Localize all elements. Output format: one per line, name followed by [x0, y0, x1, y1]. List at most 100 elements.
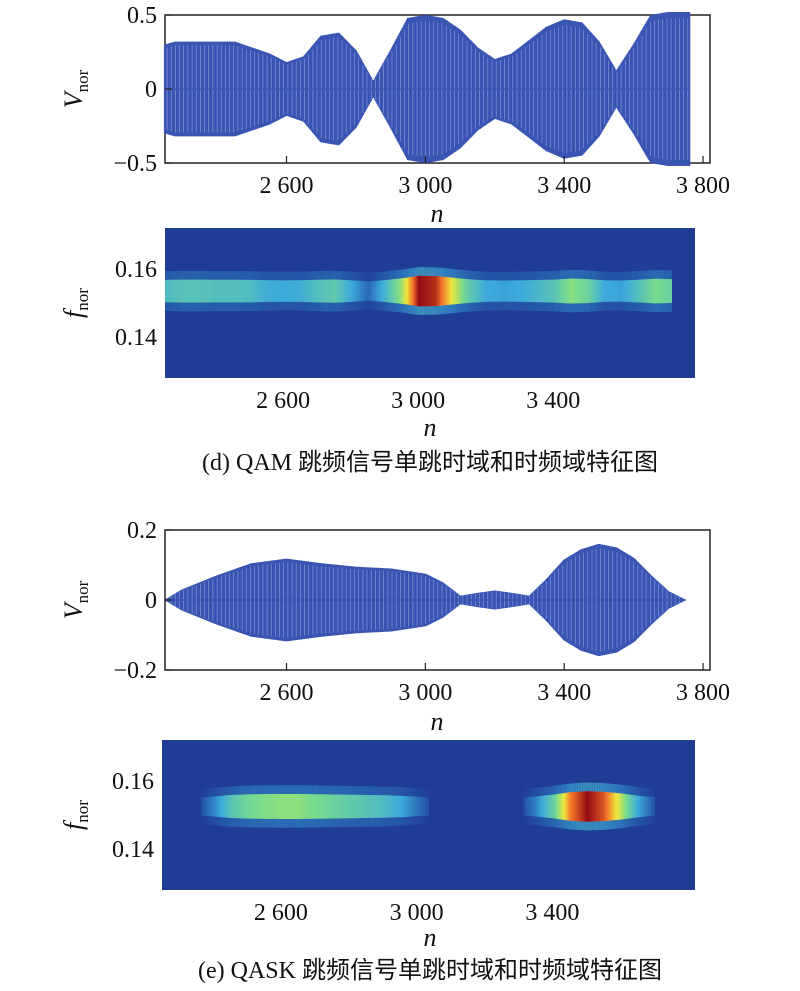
heatmap-ridge-cell	[567, 792, 570, 821]
heatmap-ridge-cell	[649, 796, 652, 816]
heatmap-ridge-cell	[208, 279, 212, 303]
heatmap-ridge-cell	[396, 278, 399, 304]
heatmap-ridge-cell	[436, 276, 440, 306]
heatmap-ridge-cell	[642, 279, 645, 303]
heatmap-ridge-cell	[330, 279, 333, 303]
heatmap-ridge-cell	[552, 794, 555, 819]
y-tick-label: 0.14	[115, 325, 157, 351]
heatmap-ridge-cell	[632, 795, 635, 818]
heatmap-ridge-cell	[355, 280, 358, 302]
heatmap-ridge-cell	[401, 795, 404, 818]
heatmap-ridge-cell	[576, 791, 579, 822]
heatmap-ridge-cell	[593, 791, 596, 822]
heatmap-ridge-cell	[612, 280, 615, 302]
heatmap-ridge-cell	[622, 793, 625, 820]
heatmap-ridge-cell	[457, 278, 460, 304]
heatmap-ridge-cell	[239, 279, 242, 303]
heatmap-ridge-cell	[284, 280, 288, 302]
heatmap-ridge-cell	[374, 795, 377, 818]
heatmap-ridge-cell	[598, 280, 602, 303]
heatmap-ridge-cell	[579, 791, 582, 822]
heatmap-ridge-cell	[249, 279, 252, 303]
heatmap-ridge-cell	[569, 792, 572, 821]
heatmap-ridge-cell	[231, 794, 234, 818]
heatmap-ridge-cell	[311, 279, 315, 303]
heatmap-ridge-cell	[485, 280, 488, 302]
heatmap-ridge-cell	[303, 280, 306, 302]
heatmap-ridge-cell	[477, 279, 480, 303]
heatmap-ridge-cell	[305, 280, 308, 303]
heatmap-ridge-cell	[426, 276, 429, 307]
heatmap-ridge-cell	[258, 794, 262, 819]
heatmap-ridge-cell	[273, 280, 276, 302]
heatmap-ridge-cell	[397, 795, 401, 818]
heatmap-ridge-cell	[201, 797, 204, 816]
heatmap-ridge-cell	[551, 279, 554, 303]
heatmap-ridge-cell	[245, 794, 248, 819]
heatmap-ridge-cell	[261, 280, 264, 302]
x-tick-label: 3 400	[537, 173, 591, 199]
heatmap-ridge-cell	[506, 280, 509, 302]
heatmap-ridge-cell	[259, 280, 262, 303]
heatmap-ridge-cell	[558, 279, 561, 303]
heatmap-ridge-cell	[577, 791, 581, 822]
heatmap-ridge-cell	[610, 280, 613, 302]
x-tick-label: 3 000	[398, 173, 452, 199]
y-tick-label: −0.5	[113, 151, 157, 177]
heatmap-ridge-cell	[221, 795, 224, 818]
heatmap-ridge-cell	[268, 794, 272, 819]
y-tick-label: 0	[145, 77, 157, 103]
qask-time-frequency-panel: 2 600 3 000 3 400 0.16 0.14 n fnor	[59, 740, 695, 952]
heatmap-ridge-cell	[596, 791, 599, 822]
heatmap-ridge-cell	[411, 276, 414, 306]
heatmap-ridge-cell	[652, 797, 655, 816]
heatmap-ridge-cell	[549, 795, 552, 818]
heatmap-ridge-cell	[538, 796, 542, 817]
heatmap-ridge-cell	[384, 280, 387, 303]
heatmap-ridge-cell	[291, 280, 294, 302]
heatmap-ridge-cell	[451, 277, 455, 305]
heatmap-ridge-cell	[268, 280, 271, 302]
heatmap-ridge-cell	[590, 279, 593, 303]
heatmap-ridge-cell	[235, 794, 238, 819]
heatmap-ridge-cell	[642, 796, 645, 817]
heatmap-ridge-cell	[185, 279, 188, 303]
heatmap-ridge-cell	[627, 794, 630, 819]
heatmap-ridge-cell	[252, 279, 256, 303]
heatmap-ridge-cell	[217, 279, 220, 303]
heatmap-ridge-cell	[316, 794, 319, 819]
heatmap-ridge-cell	[212, 796, 216, 817]
heatmap-ridge-cell	[274, 794, 277, 819]
heatmap-ridge-cell	[389, 795, 392, 818]
heatmap-ridge-cell	[490, 280, 494, 302]
heatmap-ridge-cell	[580, 278, 583, 304]
heatmap-ridge-cell	[294, 794, 297, 819]
heatmap-ridge-cell	[374, 281, 377, 302]
heatmap-ridge-cell	[254, 280, 257, 303]
heatmap-ridge-cell	[236, 794, 239, 819]
heatmap-ridge-cell	[628, 794, 632, 819]
heatmap-ridge-cell	[206, 797, 209, 816]
qam-tf-y-label: fnor	[59, 288, 92, 318]
heatmap-ridge-cell	[512, 280, 515, 302]
heatmap-ridge-cell	[533, 796, 536, 817]
heatmap-ridge-cell	[523, 797, 526, 816]
heatmap-ridge-cell	[592, 279, 595, 303]
heatmap-ridge-cell	[413, 796, 416, 817]
x-tick-label: 3 400	[525, 900, 579, 926]
heatmap-ridge-cell	[576, 278, 580, 304]
heatmap-ridge-cell	[386, 279, 389, 303]
heatmap-ridge-cell	[424, 275, 428, 307]
heatmap-ridge-cell	[243, 794, 246, 819]
heatmap-ridge-cell	[516, 280, 519, 302]
heatmap-ridge-cell	[321, 794, 324, 819]
heatmap-ridge-cell	[223, 795, 226, 818]
heatmap-ridge-cell	[597, 279, 600, 303]
heatmap-ridge-cell	[333, 794, 336, 819]
heatmap-ridge-cell	[389, 279, 392, 303]
heatmap-ridge-cell	[370, 795, 374, 818]
heatmap-ridge-cell	[403, 796, 406, 817]
heatmap-ridge-cell	[310, 279, 313, 303]
qask-tf-y-label-sub: nor	[73, 800, 92, 823]
heatmap-ridge-cell	[557, 793, 560, 820]
